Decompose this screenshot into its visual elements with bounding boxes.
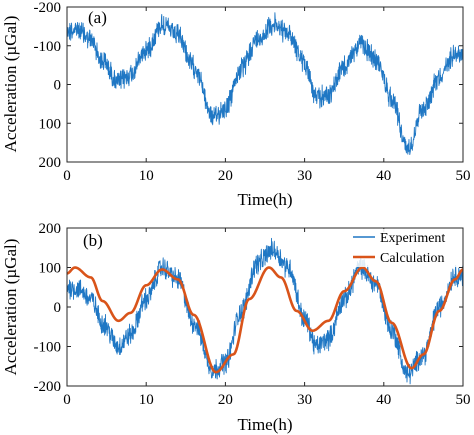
panel-a-label: (a) [88,8,107,27]
panel-a-series-line-0 [67,12,463,155]
panel-a-ticks: 0 10 20 30 40 50 -200 -100 0 100 200 [34,0,471,184]
panel-b-label: (b) [83,231,103,250]
y-tick-label: -100 [34,340,62,356]
panel-b-ylabel: Acceleration (µGal) [1,239,20,376]
legend: Experiment Calculation [350,229,462,267]
y-tick-label: 200 [39,221,62,237]
x-tick-label: 20 [218,392,233,408]
panel-b-ticks: 0 10 20 30 40 50 200 100 0 -100 -200 [34,221,471,408]
x-tick-label: 10 [139,168,154,184]
x-tick-label: 50 [456,392,471,408]
panel-a-xlabel: Time(h) [237,190,292,209]
panel-b-series-calculation [67,266,463,374]
legend-box [350,229,462,267]
y-tick-label: 0 [54,300,62,316]
panel-b-series-experiment [67,237,463,385]
x-tick-label: 0 [63,392,71,408]
y-tick-label: 0 [54,78,62,94]
y-tick-label: 200 [39,155,62,171]
panel-b-xlabel: Time(h) [237,415,292,434]
panel-a: 0 10 20 30 40 50 -200 -100 0 100 200 (a) Time(h) A… [1,0,471,209]
y-tick-label: -200 [34,379,62,395]
x-tick-label: 0 [63,168,71,184]
panel-b-series-layer [67,237,463,385]
x-tick-label: 50 [456,168,471,184]
panel-a-ylabel: Acceleration (µGal) [1,16,20,153]
x-tick-label: 40 [376,392,391,408]
panel-a-plot-area [67,7,463,162]
y-tick-label: -100 [34,39,62,55]
legend-label-calculation: Calculation [380,251,445,266]
x-tick-label: 20 [218,168,233,184]
x-tick-label: 40 [376,168,391,184]
x-tick-label: 30 [297,168,312,184]
panel-b: 0 10 20 30 40 50 200 100 0 -100 -200 (b) Time(h) A… [1,221,471,434]
y-tick-label: 100 [39,116,62,132]
y-tick-label: -200 [34,0,62,16]
panel-a-series-layer [67,12,463,155]
y-tick-label: 100 [39,261,62,277]
x-tick-label: 10 [139,392,154,408]
x-tick-label: 30 [297,392,312,408]
legend-label-experiment: Experiment [380,231,445,246]
